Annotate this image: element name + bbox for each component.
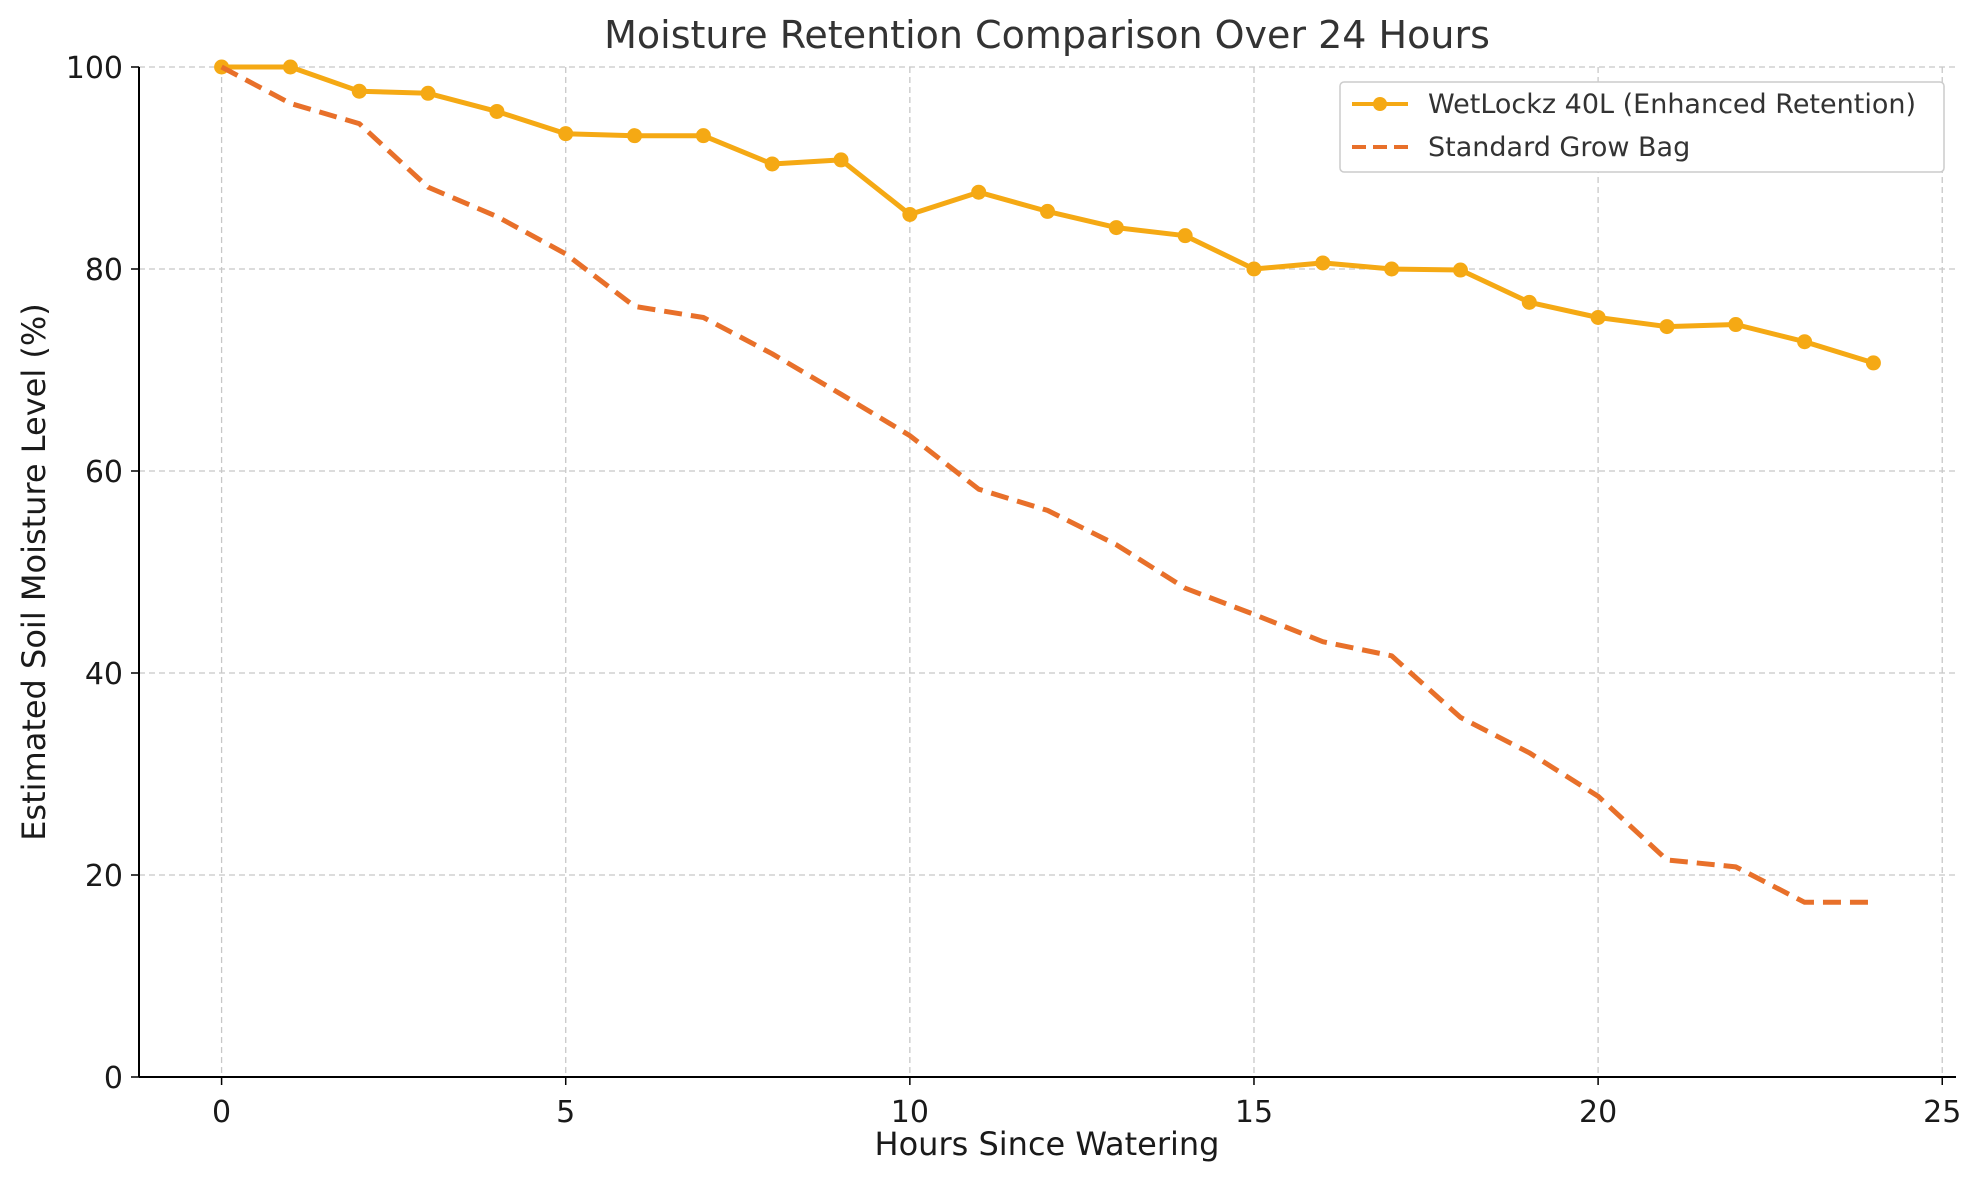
data-point xyxy=(764,156,780,172)
x-axis-title: Hours Since Watering xyxy=(875,1125,1220,1163)
y-tick-label: 0 xyxy=(104,1061,123,1096)
data-point xyxy=(1797,334,1813,350)
y-tick-label: 20 xyxy=(85,859,123,894)
legend-marker-wetlockz xyxy=(1373,97,1387,111)
data-point xyxy=(1108,220,1124,236)
data-point xyxy=(1384,261,1400,277)
x-tick-label: 25 xyxy=(1923,1095,1961,1130)
data-point xyxy=(420,85,436,101)
data-point xyxy=(902,206,918,222)
data-point xyxy=(1590,309,1606,325)
data-point xyxy=(627,128,643,144)
data-point xyxy=(351,83,367,99)
data-point xyxy=(1040,203,1055,219)
data-point xyxy=(971,184,987,200)
data-point xyxy=(1452,262,1468,278)
data-point xyxy=(1728,317,1744,333)
x-tick-label: 0 xyxy=(212,1095,231,1130)
legend-box xyxy=(1339,81,1945,173)
chart-title: Moisture Retention Comparison Over 24 Ho… xyxy=(604,13,1490,57)
data-point xyxy=(1246,261,1262,277)
series-line-1 xyxy=(220,64,1874,905)
y-axis-title: Estimated Soil Moisture Level (%) xyxy=(15,303,53,841)
x-tick-label: 15 xyxy=(1235,1095,1273,1130)
data-point xyxy=(833,152,849,168)
x-tick-label: 20 xyxy=(1579,1095,1617,1130)
data-point xyxy=(1659,319,1675,335)
tick-labels: 0 5 10 15 20 25 0 20 40 60 80 100 xyxy=(66,51,1962,1130)
data-point xyxy=(1177,228,1193,244)
data-point xyxy=(1315,255,1331,271)
data-point xyxy=(558,126,574,142)
axes xyxy=(131,66,1956,1085)
legend-label-wetlockz: WetLockz 40L (Enhanced Retention) xyxy=(1428,89,1916,120)
y-tick-label: 60 xyxy=(85,455,123,490)
data-point xyxy=(1521,294,1537,310)
data-point xyxy=(1865,355,1881,371)
data-point xyxy=(489,103,505,119)
data-point xyxy=(282,59,298,75)
y-tick-label: 80 xyxy=(85,253,123,288)
series-lines xyxy=(214,59,1881,905)
y-tick-label: 40 xyxy=(85,657,123,692)
y-tick-label: 100 xyxy=(66,51,123,86)
data-point xyxy=(695,128,711,144)
x-tick-label: 5 xyxy=(556,1095,575,1130)
legend-label-standard: Standard Grow Bag xyxy=(1428,132,1690,163)
x-tick-label: 10 xyxy=(891,1095,929,1130)
legend: WetLockz 40L (Enhanced Retention) Standa… xyxy=(1339,81,1945,173)
